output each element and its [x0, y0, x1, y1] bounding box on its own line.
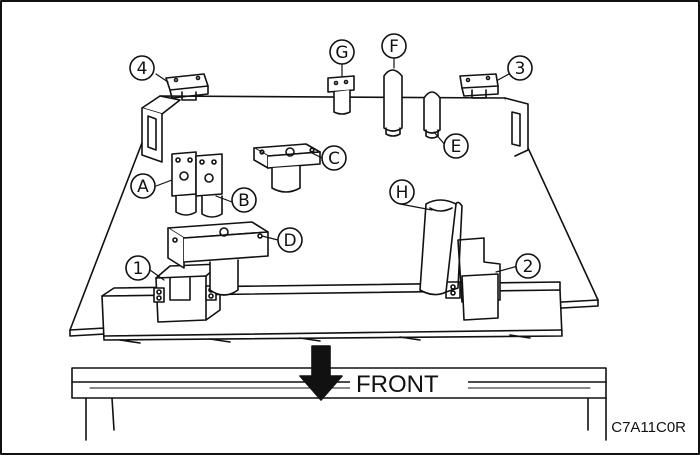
callout-c	[321, 145, 347, 171]
callout-3-label: 3	[515, 59, 526, 79]
rear-right-rail	[504, 97, 529, 157]
locator-block-2	[445, 237, 501, 321]
callout-c-label: C	[328, 149, 340, 169]
fixture-f	[383, 69, 403, 137]
fixture-e	[423, 91, 441, 139]
callout-g	[329, 39, 355, 65]
callout-d	[277, 227, 303, 253]
front-rail	[101, 281, 563, 344]
fixture-c	[253, 143, 321, 193]
callout-4	[129, 55, 155, 81]
callout-e-label: E	[451, 137, 462, 157]
callout-1-label: 1	[133, 259, 144, 279]
callout-3	[507, 55, 533, 81]
fixture-a	[171, 151, 223, 218]
figure-code: C7A11C0R	[611, 419, 686, 436]
corner-pad-3	[459, 73, 499, 99]
fixture-h	[419, 199, 463, 296]
callout-1	[125, 255, 151, 281]
callout-h	[389, 179, 415, 205]
fixture-g	[327, 75, 355, 115]
callout-h-label: H	[396, 183, 409, 203]
callout-4-label: 4	[137, 59, 148, 79]
corner-pad-4	[165, 73, 209, 101]
workbench	[71, 367, 607, 441]
callout-f-label: F	[389, 37, 399, 57]
leader-lines	[149, 55, 519, 281]
callout-g-label: G	[335, 43, 348, 63]
callout-2	[515, 253, 541, 279]
callout-2-label: 2	[523, 257, 534, 277]
rear-left-rail	[141, 95, 181, 163]
callouts	[125, 33, 541, 281]
callout-b-label: B	[238, 191, 250, 211]
callout-f	[381, 33, 407, 59]
callout-b	[231, 187, 257, 213]
callout-e	[443, 133, 469, 159]
callout-a-label: A	[137, 177, 149, 197]
callout-d-label: D	[283, 231, 296, 251]
fixture-d	[167, 221, 269, 296]
front-label: FRONT	[356, 371, 439, 398]
callout-a	[130, 173, 156, 199]
front-arrow-icon	[299, 345, 343, 401]
